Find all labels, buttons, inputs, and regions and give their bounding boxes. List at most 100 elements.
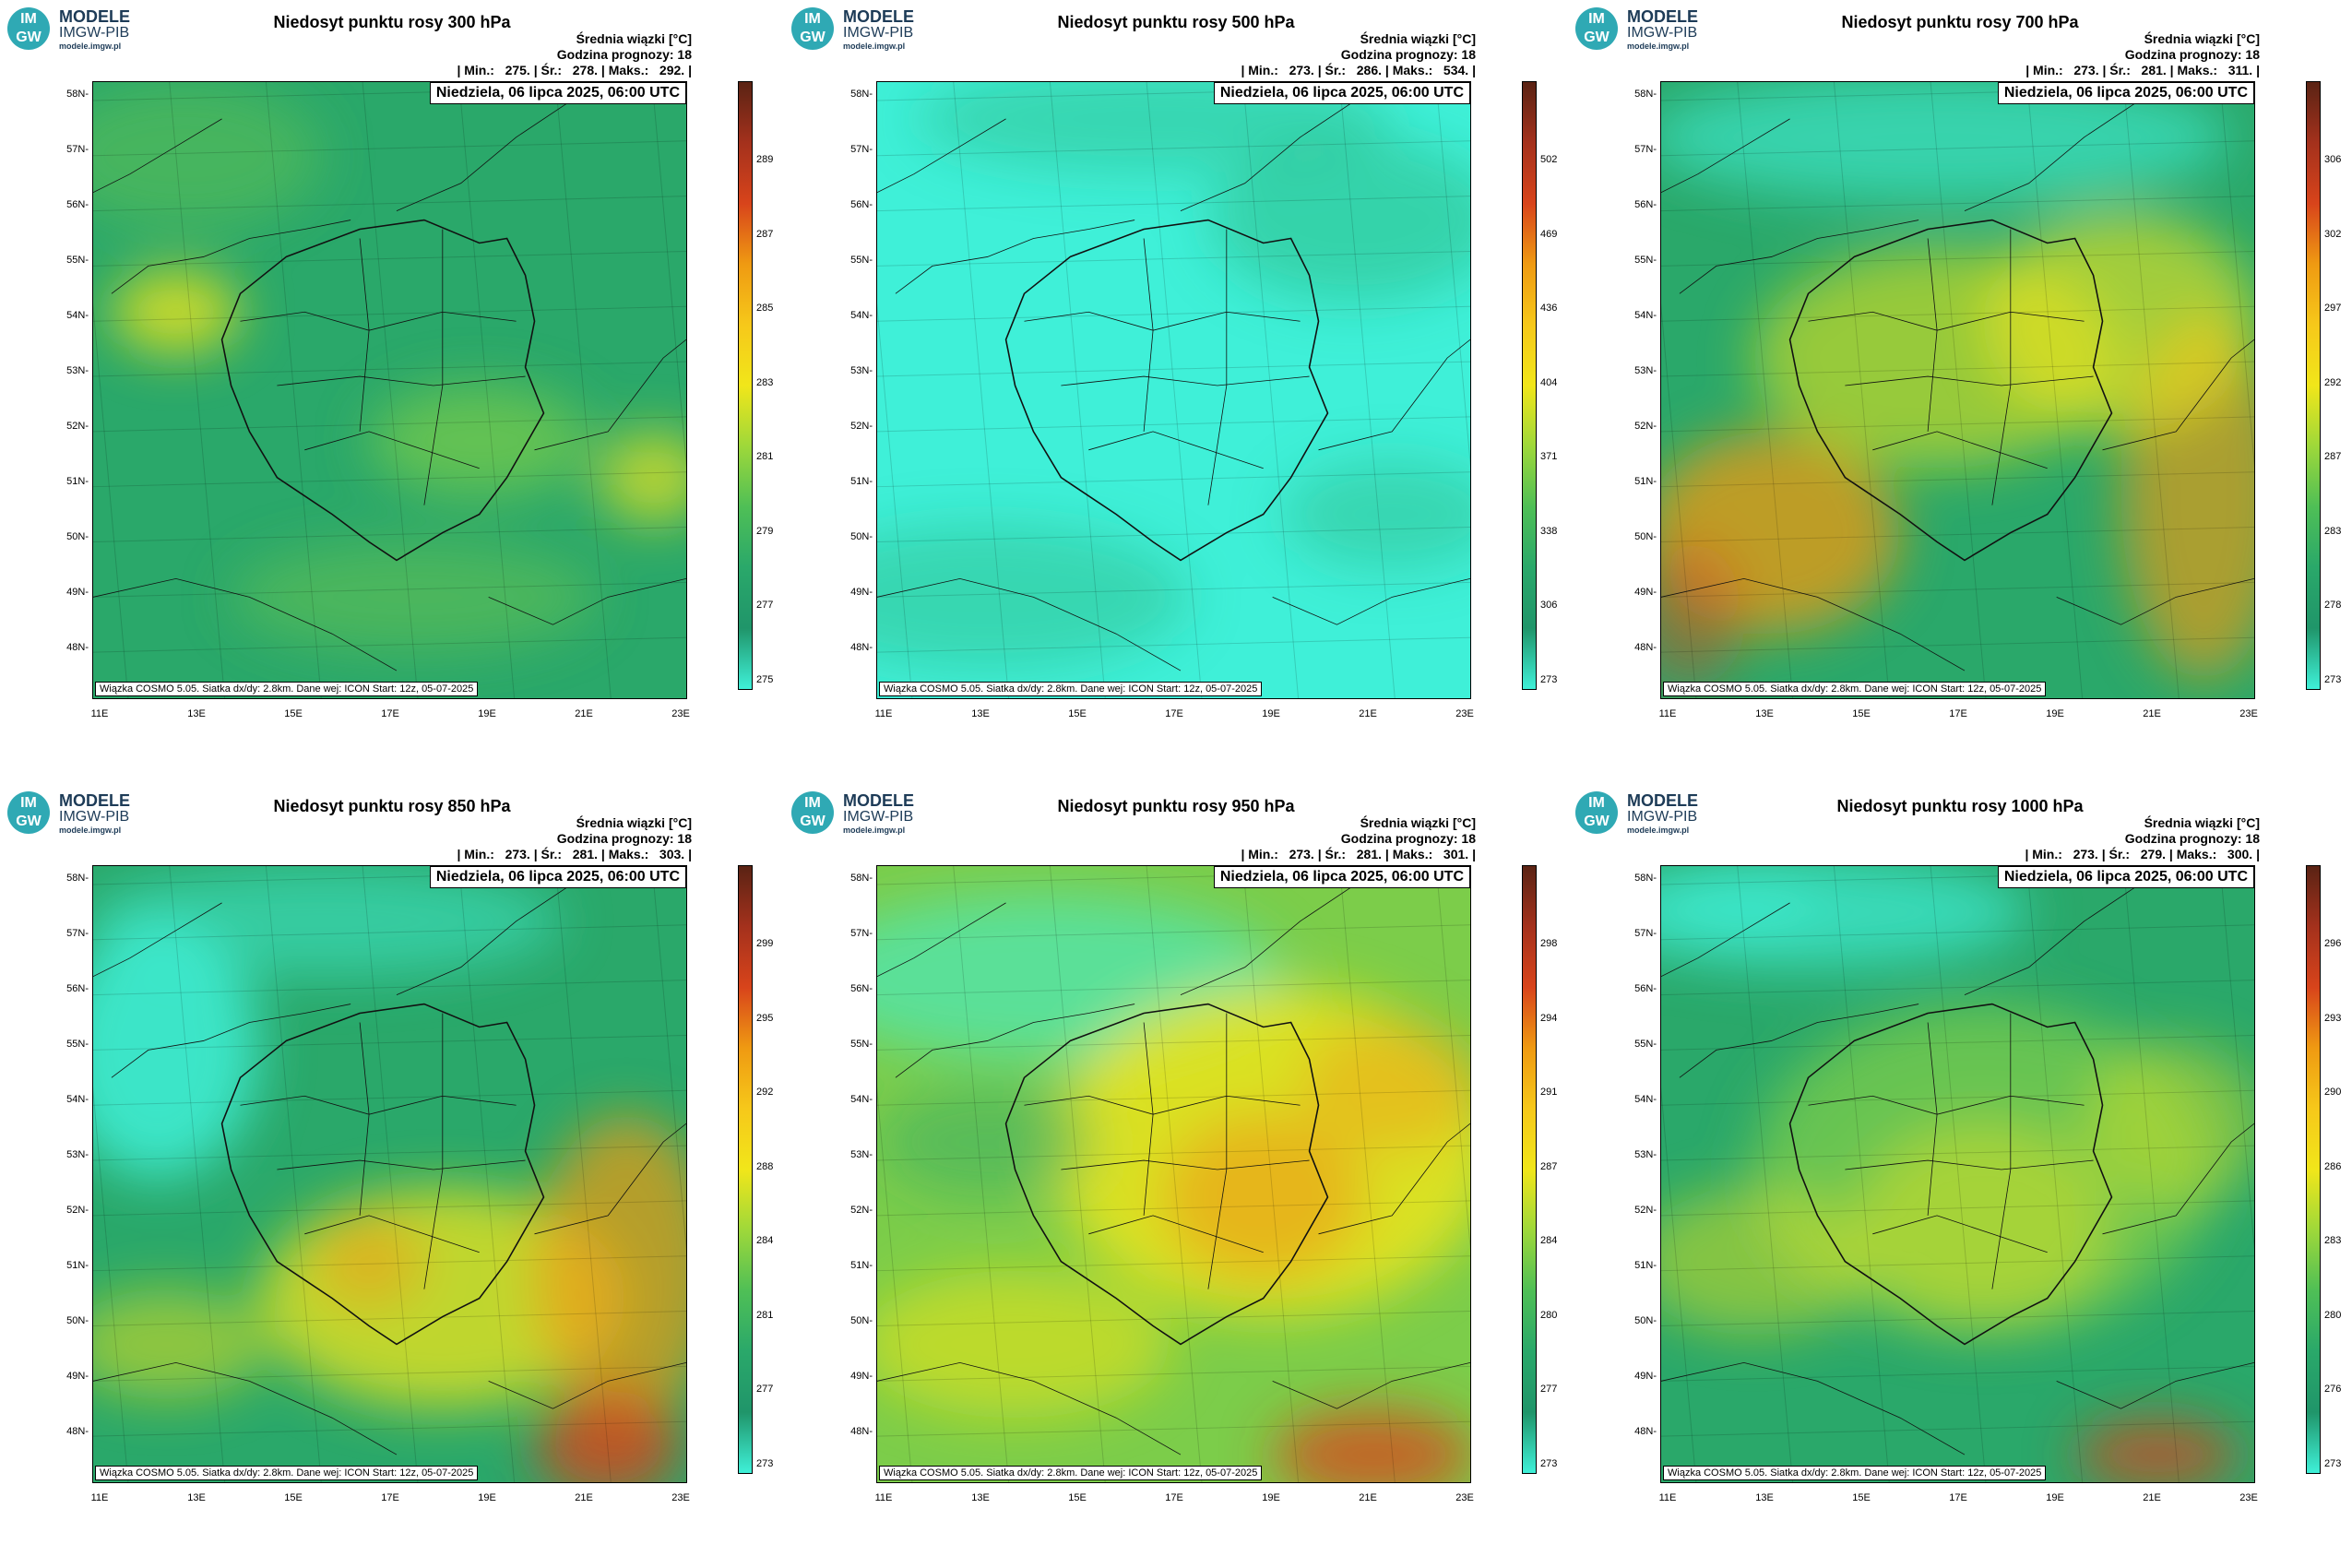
map-area: Niedziela, 06 lipca 2025, 06:00 UTC Wiąz… (92, 81, 687, 699)
lon-label: 11E (874, 1492, 893, 1503)
lat-label: 50N- (850, 1315, 873, 1326)
valid-date: Niedziela, 06 lipca 2025, 06:00 UTC (429, 866, 686, 888)
colorbar-tick-label: 283 (2324, 525, 2342, 537)
lat-label: 50N- (66, 1315, 89, 1326)
colorbar-tick-label: 302 (2324, 228, 2342, 240)
lat-label: 58N- (850, 89, 873, 100)
valid-date: Niedziela, 06 lipca 2025, 06:00 UTC (1213, 82, 1470, 104)
longitude-gridline (651, 82, 686, 468)
lon-label: 19E (1262, 1492, 1280, 1503)
lat-label: 55N- (1634, 255, 1657, 266)
lon-label: 13E (1755, 1492, 1774, 1503)
field-map (1661, 866, 2254, 1482)
colorbar-tick-label: 280 (1540, 1309, 1558, 1321)
latitude-gridline (877, 305, 1470, 322)
longitude-gridline (2026, 82, 2084, 698)
field-patch (93, 1289, 268, 1400)
colorbar-tick-label: 306 (2324, 154, 2342, 165)
logo-url: modele.imgw.pl (59, 42, 122, 51)
latitude-gridline (93, 527, 686, 543)
meta-forecast-hour: Godzina prognozy: 18 (556, 47, 692, 62)
field-patch (111, 270, 241, 354)
lat-label: 54N- (66, 1094, 89, 1105)
lon-label: 21E (2143, 708, 2161, 719)
country-border (1004, 1003, 1329, 1346)
model-footnote: Wiązka COSMO 5.05. Siatka dx/dy: 2.8km. … (95, 1466, 479, 1480)
longitude-gridline (2219, 866, 2254, 1252)
lat-label: 57N- (850, 928, 873, 939)
forecast-panel-1: IM GW MODELE IMGW-PIB modele.imgw.pl Nied… (0, 0, 784, 784)
latitude-gridline (93, 1145, 686, 1161)
colorbar-tick-label: 273 (2324, 1458, 2342, 1469)
country-border (220, 219, 545, 562)
map-area: Niedziela, 06 lipca 2025, 06:00 UTC Wiąz… (876, 81, 1471, 699)
colorbar-tick-label: 290 (2324, 1087, 2342, 1099)
lat-label: 53N- (850, 365, 873, 376)
country-border (1788, 1003, 2113, 1346)
field-map (93, 82, 686, 698)
latitude-gridline (1661, 980, 2254, 996)
logo-name: MODELE (843, 7, 915, 26)
colorbar-tick-label: 273 (1540, 1458, 1558, 1469)
lat-label: 54N- (66, 310, 89, 321)
lon-label: 11E (1658, 708, 1677, 719)
lat-label: 55N- (66, 1039, 89, 1050)
field-patch (231, 541, 600, 653)
logo-name: MODELE (59, 791, 131, 810)
latitude-gridline (93, 196, 686, 212)
latitude-gridline (93, 1420, 686, 1437)
imgw-logo: IM GW MODELE IMGW-PIB modele.imgw.pl (791, 7, 921, 52)
colorbar (1522, 81, 1537, 690)
coastline-borders (877, 884, 1470, 1455)
colorbar-tick-label: 297 (2324, 303, 2342, 315)
field-patch (93, 921, 259, 1179)
map-area: Niedziela, 06 lipca 2025, 06:00 UTC Wiąz… (92, 865, 687, 1483)
imgw-logo: IM GW MODELE IMGW-PIB modele.imgw.pl (1575, 7, 1705, 52)
colorbar-tick-label: 469 (1540, 228, 1558, 240)
longitude-gridline (1146, 82, 1203, 698)
latitude-gridline (877, 250, 1470, 267)
lat-label: 49N- (1634, 1371, 1657, 1382)
meta-units: Średnia wiązki [°C] (2144, 31, 2260, 46)
lat-label: 57N- (66, 144, 89, 155)
field-patch (1162, 1114, 1365, 1280)
latitude-gridline (1661, 636, 2254, 653)
lat-label: 52N- (850, 1205, 873, 1216)
meta-units: Średnia wiązki [°C] (576, 815, 692, 830)
longitude-gridline (877, 1087, 913, 1482)
lon-label: 11E (90, 708, 109, 719)
lat-label: 58N- (1634, 89, 1657, 100)
forecast-panel-3: IM GW MODELE IMGW-PIB modele.imgw.pl Nied… (1568, 0, 2352, 784)
longitude-gridline (1737, 866, 1794, 1482)
colorbar-tick-label: 279 (756, 525, 774, 537)
longitude-gridline (93, 303, 129, 698)
lat-label: 50N- (1634, 1315, 1657, 1326)
lon-label: 19E (1262, 708, 1280, 719)
forecast-panel-6: IM GW MODELE IMGW-PIB modele.imgw.pl Nied… (1568, 784, 2352, 1568)
longitude-gridline (265, 866, 322, 1482)
lat-label: 54N- (850, 1094, 873, 1105)
panel-meta: Średnia wiązki [°C] Godzina prognozy: 18… (457, 815, 692, 862)
latitude-gridline (93, 1034, 686, 1051)
colorbar-tick-label: 281 (756, 1309, 774, 1321)
meta-stats: | Min.: 273. | Śr.: 281. | Maks.: 301. | (1241, 847, 1476, 861)
latitude-gridline (93, 471, 686, 488)
coastline-borders (93, 100, 686, 671)
latitude-gridline (93, 1255, 686, 1272)
latitude-gridline (93, 1365, 686, 1382)
latitude-gridline (1661, 416, 2254, 433)
longitude-gridline (362, 82, 419, 698)
lon-label: 19E (478, 1492, 496, 1503)
map-area: Niedziela, 06 lipca 2025, 06:00 UTC Wiąz… (876, 865, 1471, 1483)
latitude-gridline (1661, 1200, 2254, 1217)
imgw-badge-icon: IM GW (1575, 7, 1618, 50)
region-borders (240, 1013, 526, 1289)
colorbar (2306, 81, 2321, 690)
lon-label: 13E (971, 1492, 990, 1503)
colorbar-tick-label: 273 (2324, 674, 2342, 685)
lat-label: 52N- (66, 1205, 89, 1216)
colorbar-tick-label: 306 (1540, 600, 1558, 612)
colorbar-tick-label: 277 (756, 600, 774, 612)
longitude-gridline (953, 82, 1010, 698)
logo-url: modele.imgw.pl (1627, 826, 1690, 835)
